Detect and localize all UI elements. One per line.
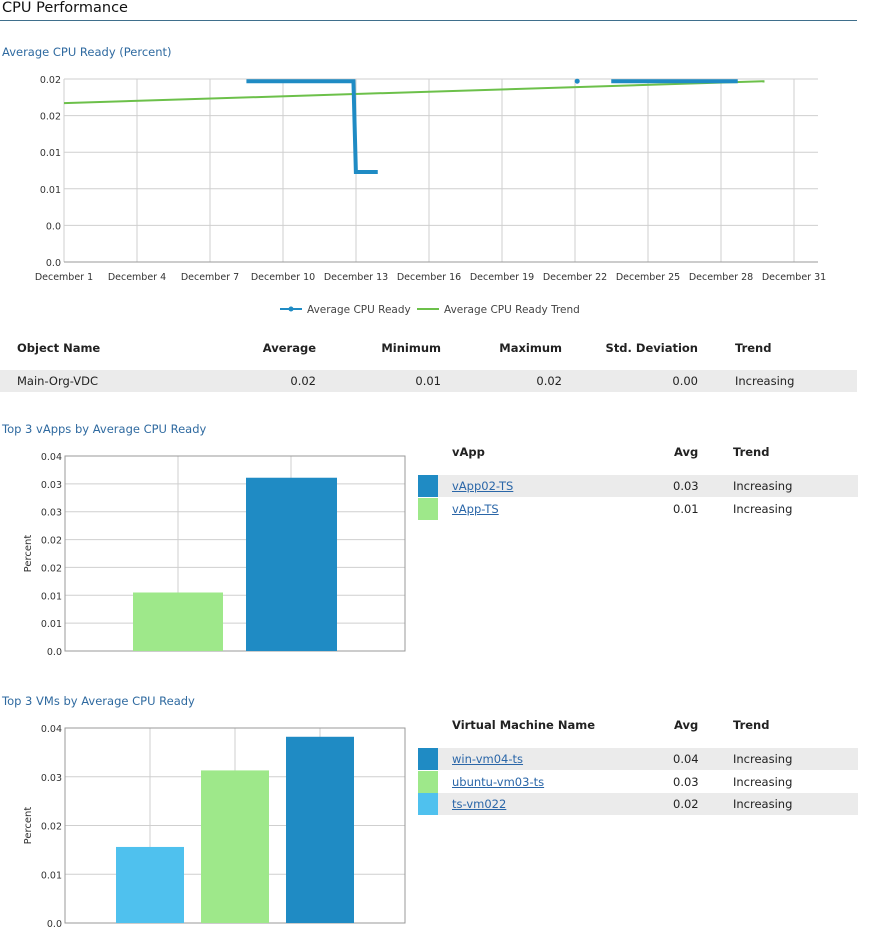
table-row: Main-Org-VDC 0.02 0.01 0.02 0.00 Increas… [0, 370, 857, 392]
minimum-cell: 0.01 [415, 374, 441, 388]
col-std-deviation: Std. Deviation [605, 341, 698, 355]
vm-trend: Increasing [733, 775, 793, 789]
table-row: vApp02-TS 0.03 Increasing [418, 475, 858, 497]
y-tick-label: 0.01 [41, 870, 62, 881]
vm-link[interactable]: win-vm04-ts [452, 752, 524, 766]
series-color-swatch [418, 498, 438, 520]
series-line-average-cpu-ready [246, 79, 378, 174]
data-point [574, 78, 580, 84]
x-tick-label: December 1 [35, 272, 93, 283]
x-tick-label: December 4 [108, 272, 166, 283]
series-color-swatch [418, 793, 438, 815]
average-cell: 0.02 [290, 374, 316, 388]
vapp-trend: Increasing [733, 502, 793, 516]
vm-col-name: Virtual Machine Name [452, 718, 596, 732]
vapp-trend: Increasing [733, 479, 793, 493]
top-vms-bar-chart: 0.0 0.01 0.02 0.03 0.04 Percent [23, 724, 406, 930]
y-tick-label: 0.01 [40, 148, 61, 159]
bar [201, 770, 269, 923]
series-color-swatch [418, 771, 438, 793]
bar [246, 477, 337, 651]
vapp-link[interactable]: vApp02-TS [452, 479, 514, 493]
col-maximum: Maximum [499, 341, 562, 355]
legend-marker-icon [288, 306, 294, 312]
x-tick-label: December 25 [616, 272, 680, 283]
bar [286, 736, 354, 923]
y-tick-label: 0.01 [41, 619, 62, 630]
y-tick-label: 0.03 [41, 773, 62, 784]
summary-table-header: Object Name Average Minimum Maximum Std.… [0, 337, 857, 359]
vapp-col-trend: Trend [733, 445, 770, 459]
y-tick-label: 0.0 [47, 919, 62, 930]
series-color-swatch [418, 475, 438, 497]
vapps-chart-title: Top 3 vApps by Average CPU Ready [2, 422, 207, 436]
series-line-average-cpu-ready-trend [63, 80, 765, 105]
title-divider [0, 20, 857, 21]
y-axis-label: Percent [23, 807, 34, 845]
y-tick-label: 0.04 [41, 452, 62, 463]
vapps-table: vApp Avg Trend vApp02-TS 0.03 Increasing… [418, 440, 858, 530]
table-row: ubuntu-vm03-ts 0.03 Increasing [418, 771, 858, 793]
vm-link[interactable]: ubuntu-vm03-ts [452, 775, 545, 789]
y-axis-label: Percent [23, 535, 34, 573]
std-deviation-cell: 0.00 [672, 374, 698, 388]
col-average: Average [262, 341, 316, 355]
y-tick-label: 0.03 [41, 508, 62, 519]
vm-col-trend: Trend [733, 718, 770, 732]
y-tick-label: 0.02 [40, 112, 61, 123]
y-tick-label: 0.0 [46, 258, 61, 269]
x-tick-label: December 28 [689, 272, 753, 283]
top-vapps-bar-chart: 0.0 0.01 0.01 0.02 0.02 0.03 0.03 0.04 Percent [23, 452, 406, 658]
y-tick-label: 0.0 [46, 221, 61, 232]
vm-trend: Increasing [733, 797, 793, 811]
object-name-cell: Main-Org-VDC [17, 374, 99, 388]
vm-link[interactable]: ts-vm022 [452, 797, 507, 811]
line-chart-title: Average CPU Ready (Percent) [2, 45, 172, 59]
x-tick-label: December 7 [181, 272, 239, 283]
y-tick-label: 0.0 [47, 647, 62, 658]
vms-chart-title: Top 3 VMs by Average CPU Ready [2, 694, 195, 708]
col-minimum: Minimum [381, 341, 441, 355]
legend-label: Average CPU Ready [307, 304, 411, 316]
vm-avg: 0.03 [673, 775, 699, 789]
y-tick-label: 0.01 [41, 591, 62, 602]
plot-area-border [64, 455, 406, 652]
average-cpu-ready-line-chart: December 1 December 4 December 7 December 1… [35, 75, 826, 316]
y-tick-label: 0.02 [40, 75, 61, 86]
table-row: vApp-TS 0.01 Increasing [418, 498, 858, 520]
vm-col-avg: Avg [674, 718, 699, 732]
col-object-name: Object Name [17, 341, 101, 355]
y-tick-label: 0.02 [41, 536, 62, 547]
table-row: ts-vm022 0.02 Increasing [418, 793, 858, 815]
x-tick-label: December 31 [762, 272, 826, 283]
x-tick-label: December 19 [470, 272, 534, 283]
trend-cell: Increasing [735, 374, 795, 388]
vapp-link[interactable]: vApp-TS [452, 502, 499, 516]
bar [116, 846, 184, 923]
series-color-swatch [418, 748, 438, 770]
x-tick-label: December 13 [324, 272, 388, 283]
x-tick-label: December 10 [251, 272, 315, 283]
y-tick-label: 0.03 [41, 480, 62, 491]
vm-avg: 0.02 [673, 797, 699, 811]
y-tick-label: 0.02 [41, 563, 62, 574]
y-tick-label: 0.01 [40, 185, 61, 196]
vm-trend: Increasing [733, 752, 793, 766]
vapp-avg: 0.01 [673, 502, 699, 516]
x-tick-label: December 22 [543, 272, 607, 283]
y-tick-label: 0.04 [41, 724, 62, 735]
vapp-col-avg: Avg [674, 445, 699, 459]
x-tick-label: December 16 [397, 272, 461, 283]
page-title: CPU Performance [2, 0, 128, 16]
col-trend: Trend [735, 341, 772, 355]
vapp-avg: 0.03 [673, 479, 699, 493]
maximum-cell: 0.02 [536, 374, 562, 388]
vm-avg: 0.04 [673, 752, 699, 766]
bar [133, 592, 223, 651]
y-tick-label: 0.02 [41, 822, 62, 833]
vapp-col-name: vApp [452, 445, 485, 459]
vms-table: Virtual Machine Name Avg Trend win-vm04-… [418, 712, 858, 822]
legend-label: Average CPU Ready Trend [444, 304, 580, 316]
table-row: win-vm04-ts 0.04 Increasing [418, 748, 858, 770]
